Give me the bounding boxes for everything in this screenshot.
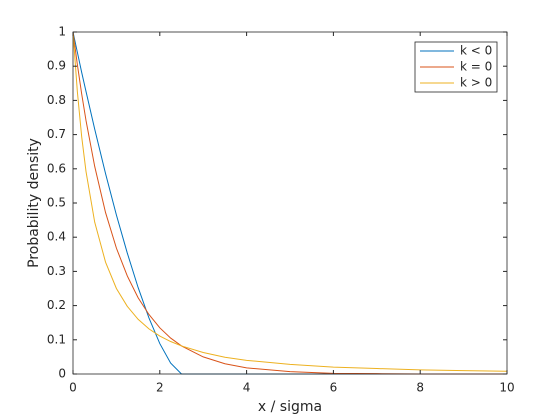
x-axis-label: x / sigma (258, 399, 322, 415)
series-line (72, 31, 507, 375)
y-tick-label: 0.2 (47, 298, 66, 312)
y-axis-label: Probability density (26, 138, 42, 268)
y-tick-label: 0.8 (47, 93, 66, 107)
y-tick-label: 0.5 (47, 196, 66, 210)
y-tick-label: 0.9 (47, 59, 66, 73)
y-tick-label: 0.4 (47, 230, 66, 244)
legend-label: k > 0 (460, 76, 492, 90)
x-tick-label: 0 (69, 381, 77, 395)
x-tick-label: 4 (243, 381, 251, 395)
y-tick-label: 0.7 (47, 127, 66, 141)
y-tick-label: 1 (58, 25, 66, 39)
x-tick-label: 8 (416, 381, 424, 395)
y-tick-label: 0.1 (47, 332, 66, 346)
y-tick-label: 0 (58, 367, 66, 381)
legend-label: k < 0 (460, 44, 492, 58)
x-tick-label: 2 (156, 381, 164, 395)
x-tick-label: 6 (330, 381, 338, 395)
y-tick-label: 0.6 (47, 161, 66, 175)
x-tick-label: 10 (499, 381, 514, 395)
y-tick-label: 0.3 (47, 264, 66, 278)
legend-label: k = 0 (460, 60, 492, 74)
series-line (72, 31, 508, 372)
